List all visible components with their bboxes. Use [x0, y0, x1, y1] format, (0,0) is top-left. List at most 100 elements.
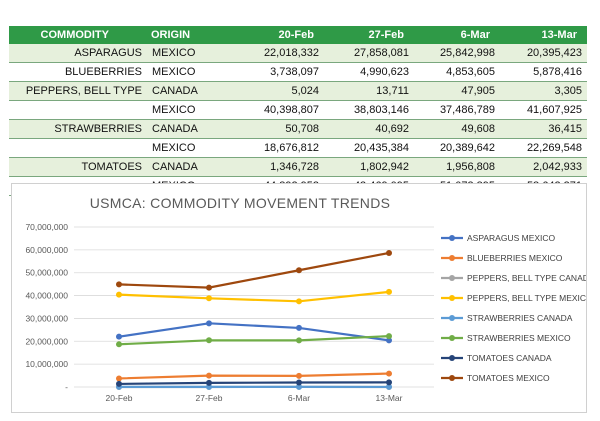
commodity-table: COMMODITY ORIGIN 20-Feb 27-Feb 6-Mar 13-…	[9, 26, 587, 196]
origin-cell: MEXICO	[147, 44, 227, 63]
legend-item: ASPARAGUS MEXICO	[441, 233, 556, 243]
data-point	[206, 337, 212, 344]
value-cell: 18,676,812	[227, 138, 324, 158]
legend-marker	[449, 275, 455, 281]
origin-cell: CANADA	[147, 157, 227, 177]
x-tick-label: 13-Mar	[376, 393, 403, 403]
data-point	[206, 372, 212, 379]
data-point	[296, 337, 302, 344]
header-commodity: COMMODITY	[9, 26, 147, 44]
header-origin: ORIGIN	[147, 26, 227, 44]
value-cell: 20,435,384	[324, 138, 414, 158]
value-cell: 3,305	[500, 81, 587, 101]
commodity-cell: TOMATOES	[9, 157, 147, 177]
legend-label: STRAWBERRIES MEXICO	[467, 333, 571, 343]
x-tick-label: 27-Feb	[196, 393, 223, 403]
value-cell: 13,711	[324, 81, 414, 101]
value-cell: 25,842,998	[414, 44, 500, 63]
data-point	[386, 288, 392, 295]
data-point	[116, 281, 122, 288]
series-line	[118, 322, 390, 342]
y-tick-label: -	[65, 382, 68, 392]
legend-label: BLUEBERRIES MEXICO	[467, 253, 563, 263]
data-point	[386, 379, 392, 386]
legend-item: STRAWBERRIES CANADA	[441, 313, 573, 323]
data-point	[296, 298, 302, 305]
x-tick-label: 6-Mar	[288, 393, 310, 403]
value-cell: 1,346,728	[227, 157, 324, 177]
legend-marker	[449, 375, 455, 381]
data-point	[206, 295, 212, 302]
legend-item: TOMATOES CANADA	[441, 353, 552, 363]
commodity-cell: ASPARAGUS	[9, 44, 147, 63]
value-cell: 1,802,942	[324, 157, 414, 177]
series-1	[116, 370, 392, 382]
y-tick-label: 60,000,000	[25, 245, 68, 255]
legend-marker	[449, 255, 455, 261]
value-cell: 41,607,925	[500, 100, 587, 120]
value-cell: 37,486,789	[414, 100, 500, 120]
value-cell: 20,389,642	[414, 138, 500, 158]
origin-cell: CANADA	[147, 81, 227, 101]
value-cell: 22,269,548	[500, 138, 587, 158]
series-6	[116, 379, 392, 387]
series-3	[116, 288, 392, 305]
header-date-1: 20-Feb	[227, 26, 324, 44]
commodity-cell: STRAWBERRIES	[9, 119, 147, 139]
data-point	[296, 372, 302, 379]
series-line	[118, 372, 390, 380]
commodity-cell: PEPPERS, BELL TYPE	[9, 81, 147, 101]
legend-label: TOMATOES CANADA	[467, 353, 552, 363]
commodity-cell: BLUEBERRIES	[9, 62, 147, 82]
value-cell: 40,692	[324, 119, 414, 139]
value-cell: 47,905	[414, 81, 500, 101]
series-4	[116, 383, 392, 390]
legend-item: BLUEBERRIES MEXICO	[441, 253, 563, 263]
legend-label: STRAWBERRIES CANADA	[467, 313, 573, 323]
table-row: MEXICO 40,398,807 38,803,146 37,486,789 41,6…	[9, 100, 587, 120]
origin-cell: CANADA	[147, 119, 227, 139]
data-point	[206, 379, 212, 386]
y-tick-label: 50,000,000	[25, 268, 68, 278]
value-cell: 49,608	[414, 119, 500, 139]
data-point	[386, 249, 392, 256]
legend-marker	[449, 355, 455, 361]
table-row: MEXICO 18,676,812 20,435,384 20,389,642 22,2…	[9, 138, 587, 158]
data-point	[206, 320, 212, 327]
table-row: ASPARAGUS MEXICO 22,018,332 27,858,081 25,84…	[9, 44, 587, 63]
series-7	[116, 249, 392, 291]
chart-canvas: USMCA: COMMODITY MOVEMENT TRENDS - 10,000…	[25, 195, 586, 403]
series-5	[116, 333, 392, 348]
table-row: PEPPERS, BELL TYPE CANADA 5,024 13,711 47,90…	[9, 81, 587, 101]
legend-item: PEPPERS, BELL TYPE MEXICO	[441, 293, 586, 303]
y-tick-label: 20,000,000	[25, 336, 68, 346]
header-date-2: 27-Feb	[324, 26, 414, 44]
series-line	[118, 290, 390, 303]
data-point	[116, 375, 122, 382]
data-point	[296, 324, 302, 331]
legend-label: ASPARAGUS MEXICO	[467, 233, 556, 243]
header-date-3: 6-Mar	[414, 26, 500, 44]
value-cell: 2,042,933	[500, 157, 587, 177]
value-cell: 1,956,808	[414, 157, 500, 177]
data-point	[116, 380, 122, 387]
data-point	[386, 333, 392, 340]
table-row: BLUEBERRIES MEXICO 3,738,097 4,990,623 4,853…	[9, 62, 587, 82]
y-tick-label: 30,000,000	[25, 313, 68, 323]
data-point	[386, 370, 392, 377]
y-tick-label: 70,000,000	[25, 222, 68, 232]
data-point	[116, 341, 122, 348]
line-chart: USMCA: COMMODITY MOVEMENT TRENDS - 10,000…	[11, 183, 587, 413]
value-cell: 5,024	[227, 81, 324, 101]
value-cell: 5,878,416	[500, 62, 587, 82]
commodity-cell	[9, 100, 147, 120]
legend-label: PEPPERS, BELL TYPE CANADA	[467, 273, 586, 283]
table-header-row: COMMODITY ORIGIN 20-Feb 27-Feb 6-Mar 13-…	[9, 26, 587, 44]
value-cell: 4,853,605	[414, 62, 500, 82]
data-point	[296, 379, 302, 386]
legend-item: STRAWBERRIES MEXICO	[441, 333, 571, 343]
series-line	[118, 381, 390, 386]
value-cell: 40,398,807	[227, 100, 324, 120]
data-point	[296, 383, 302, 390]
data-point	[386, 337, 392, 344]
